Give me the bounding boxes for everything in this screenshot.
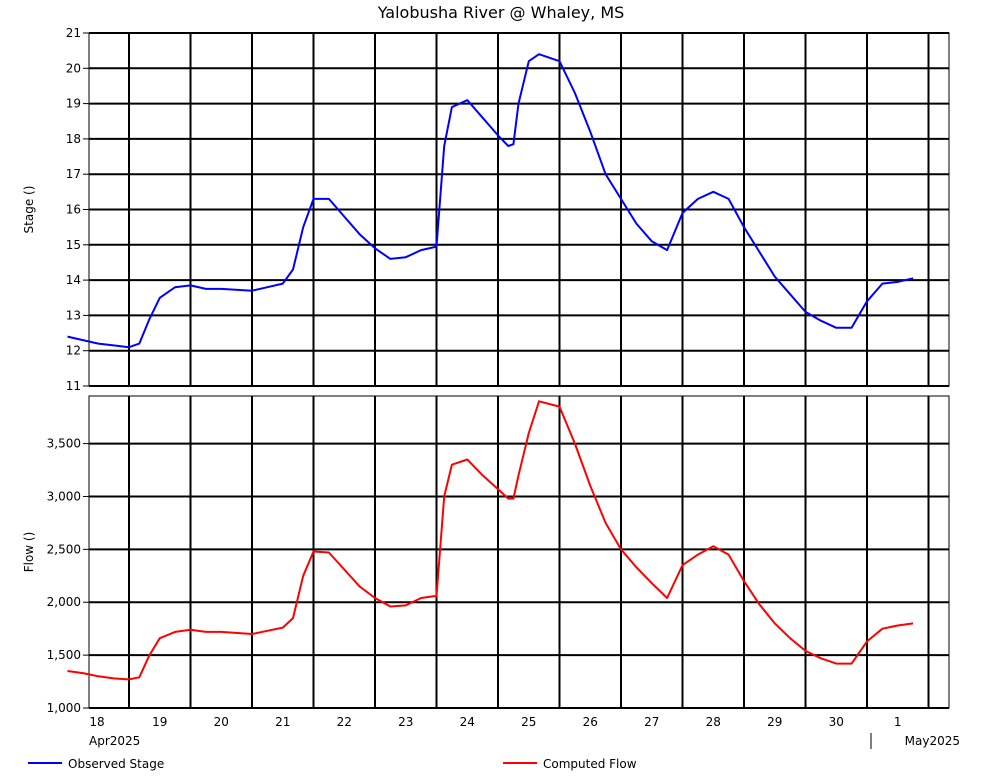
y-tick-label: 18 <box>66 132 81 146</box>
y-axis-label: Stage () <box>22 186 36 234</box>
y-tick-label: 3,000 <box>47 489 81 503</box>
x-tick-label: 20 <box>214 715 229 729</box>
plot-frame <box>88 32 950 387</box>
x-tick-label: 1 <box>894 715 902 729</box>
y-tick-label: 16 <box>66 203 81 217</box>
legend: Observed Stage Computed Flow <box>28 757 637 771</box>
legend-item: Computed Flow <box>503 757 637 771</box>
x-tick-label: 30 <box>829 715 844 729</box>
y-tick-label: 15 <box>66 238 81 252</box>
y-tick-label: 14 <box>66 273 81 287</box>
y-tick-label: 11 <box>66 379 81 393</box>
x-tick-label: 25 <box>521 715 536 729</box>
x-tick-label: 29 <box>767 715 782 729</box>
y-tick-label: 13 <box>66 308 81 322</box>
series-line-computed-flow <box>67 400 914 681</box>
month-label-end: May2025 <box>905 734 960 748</box>
y-tick-label: 20 <box>66 61 81 75</box>
series-line-observed-stage <box>67 53 914 349</box>
legend-label: Observed Stage <box>68 757 164 771</box>
x-axis: 18 19 20 21 22 23 24 25 26 27 28 29 30 1 Apr2025 May202… <box>89 715 960 749</box>
chart-title: Yalobusha River @ Whaley, MS <box>377 3 625 22</box>
y-tick-label: 1,000 <box>47 701 81 715</box>
month-label-start: Apr2025 <box>89 734 140 748</box>
y-tick-label: 19 <box>66 97 81 111</box>
x-tick-label: 22 <box>337 715 352 729</box>
y-tick-label: 1,500 <box>47 648 81 662</box>
y-tick-label: 2,500 <box>47 542 81 556</box>
x-tick-label: 18 <box>89 715 104 729</box>
y-tick-label: 21 <box>66 26 81 40</box>
plot-frame <box>88 395 950 709</box>
x-tick-label: 23 <box>398 715 413 729</box>
x-tick-label: 27 <box>644 715 659 729</box>
x-tick-label: 28 <box>706 715 721 729</box>
legend-label: Computed Flow <box>543 757 637 771</box>
y-tick-label: 2,000 <box>47 595 81 609</box>
x-tick-label: 19 <box>152 715 167 729</box>
panel-1: 11 12 13 14 15 16 17 18 19 20 21 Stage () <box>22 26 950 393</box>
y-tick-label: 3,500 <box>47 437 81 451</box>
legend-item: Observed Stage <box>28 757 164 771</box>
x-tick-label: 21 <box>275 715 290 729</box>
y-tick-label: 12 <box>66 344 81 358</box>
panel-2: 1,000 1,500 2,000 2,500 3,000 3,500 Flow () <box>22 395 950 715</box>
y-axis-label: Flow () <box>22 532 36 573</box>
x-tick-label: 26 <box>583 715 598 729</box>
y-tick-label: 17 <box>66 167 81 181</box>
plot-panels: 11 12 13 14 15 16 17 18 19 20 21 Stage () 1,000 1,500… <box>22 26 950 715</box>
x-tick-label: 24 <box>460 715 475 729</box>
